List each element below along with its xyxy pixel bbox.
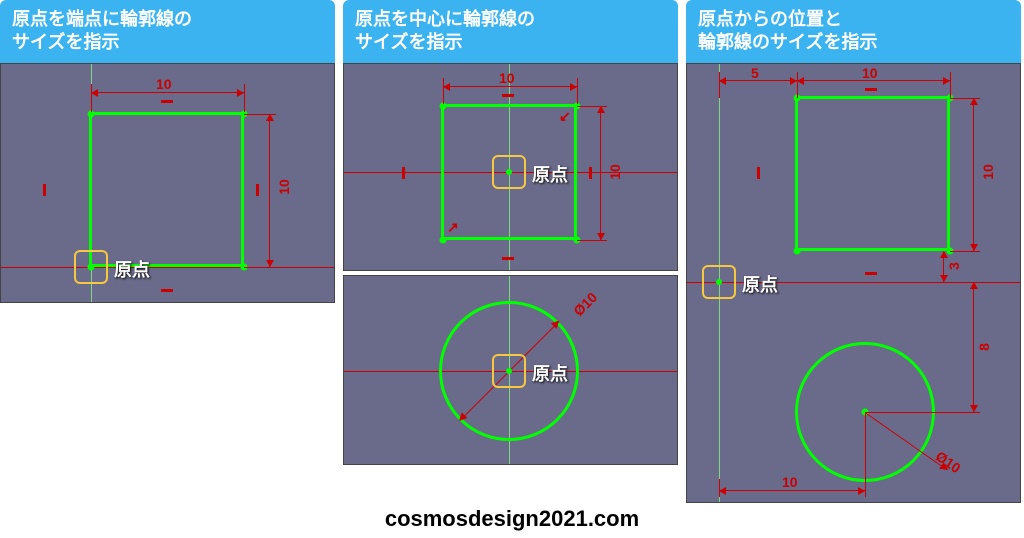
header-2-line1: 原点を中心に輪郭線の <box>355 8 666 31</box>
header-2: 原点を中心に輪郭線の サイズを指示 <box>343 0 678 63</box>
rect-outline <box>89 112 244 267</box>
dim-width-text: 10 <box>156 76 172 92</box>
header-1-line1: 原点を端点に輪郭線の <box>12 8 323 31</box>
dim-circle-offset-x-text: 10 <box>782 474 798 490</box>
header-3-line1: 原点からの位置と <box>698 8 1009 31</box>
origin-label: 原点 <box>532 360 568 386</box>
header-2-line2: サイズを指示 <box>355 31 666 54</box>
dim-width <box>91 92 244 93</box>
dim-height-text: 10 <box>607 164 623 180</box>
origin-label: 原点 <box>114 256 150 282</box>
column-endpoint-origin: 原点を端点に輪郭線の サイズを指示 10 10 <box>0 0 335 503</box>
panel-3: 5 10 10 3 原点 <box>686 63 1021 503</box>
column-center-origin: 原点を中心に輪郭線の サイズを指示 10 10 <box>343 0 678 503</box>
origin-label: 原点 <box>532 161 568 187</box>
dim-height <box>600 106 601 240</box>
column-offset-origin: 原点からの位置と 輪郭線のサイズを指示 5 10 1 <box>686 0 1021 503</box>
dim-circle-offset-y-text: 8 <box>976 343 992 351</box>
dim-rect-width-text: 10 <box>862 65 878 81</box>
dim-circle-offset-x <box>719 490 865 491</box>
dim-height-text: 10 <box>276 179 292 195</box>
panel-1: 10 10 原点 <box>0 63 335 303</box>
watermark: cosmosdesign2021.com <box>385 506 639 532</box>
header-3-line2: 輪郭線のサイズを指示 <box>698 31 1009 54</box>
origin-marker <box>492 155 526 189</box>
dim-circle-offset-y <box>973 282 974 412</box>
header-1-line2: サイズを指示 <box>12 31 323 54</box>
dim-offset-y <box>943 251 944 282</box>
dim-width-text: 10 <box>499 70 515 86</box>
dim-diameter-text: Ø10 <box>570 289 600 319</box>
origin-marker <box>702 265 736 299</box>
dim-offset-x-text: 5 <box>751 65 759 81</box>
dim-width <box>443 86 577 87</box>
dim-rect-height-text: 10 <box>980 164 996 180</box>
rect-outline <box>795 96 950 251</box>
origin-marker <box>74 250 108 284</box>
origin-label: 原点 <box>742 271 778 297</box>
header-1: 原点を端点に輪郭線の サイズを指示 <box>0 0 335 63</box>
dim-rect-height <box>973 98 974 251</box>
dim-height <box>269 114 270 267</box>
dim-diameter-text: Ø10 <box>933 448 964 476</box>
axis-h <box>1 267 334 268</box>
panel-2-circle: Ø10 原点 <box>343 275 678 465</box>
dim-offset-y-text: 3 <box>946 262 962 270</box>
origin-marker <box>492 354 526 388</box>
header-3: 原点からの位置と 輪郭線のサイズを指示 <box>686 0 1021 63</box>
panel-2-rect: 10 10 ↙ ↗ 原点 <box>343 63 678 271</box>
